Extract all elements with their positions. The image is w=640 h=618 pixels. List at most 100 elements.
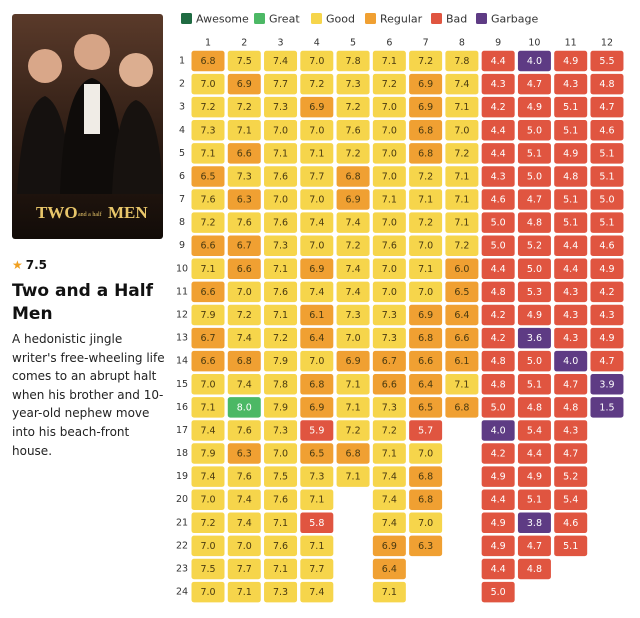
heat-cell — [336, 466, 370, 487]
cell-label: 4.2 — [491, 310, 506, 321]
cell-label: 7.2 — [382, 79, 397, 90]
heat-cell — [445, 235, 479, 256]
cell-label: 5.1 — [599, 218, 614, 229]
heat-cell — [445, 143, 479, 164]
cell-label: 7.0 — [273, 125, 288, 136]
cell-label: 7.0 — [382, 102, 397, 113]
cell-label: 5.1 — [563, 218, 578, 229]
cell-label: 4.4 — [527, 449, 542, 460]
cell-label: 7.4 — [309, 287, 324, 298]
legend-label: Awesome — [196, 13, 249, 26]
cell-label: 7.0 — [309, 241, 324, 252]
cell-label: 6.6 — [237, 148, 252, 159]
heat-cell — [372, 512, 406, 534]
cell-label: 7.1 — [346, 379, 361, 390]
legend-swatch — [181, 13, 192, 24]
heat-cell — [517, 120, 551, 141]
heat-cell — [300, 535, 334, 557]
cell-label: 7.0 — [418, 518, 433, 529]
cell-label: 7.1 — [200, 148, 215, 159]
cell-label: 4.8 — [527, 218, 542, 229]
cell-label: 4.3 — [491, 79, 506, 90]
cell-label: 6.8 — [418, 333, 433, 344]
cell-label: 4.8 — [527, 564, 542, 575]
heat-cell — [300, 512, 334, 534]
heat-cell — [481, 420, 515, 441]
heat-cell — [336, 235, 370, 256]
heat-cell — [554, 350, 588, 372]
show-description: A hedonistic jingle writer's free-wheeli… — [12, 332, 165, 458]
cell-label: 6.7 — [200, 333, 215, 344]
cell-label: 6.6 — [200, 241, 215, 252]
cell-label: 4.7 — [527, 195, 542, 206]
heat-cell — [372, 120, 406, 141]
cell-label: 6.9 — [309, 102, 324, 113]
cell-label: 7.0 — [200, 587, 215, 598]
heat-cell — [409, 512, 443, 534]
heat-cell — [336, 327, 370, 349]
heat-cell — [300, 397, 334, 418]
heat-cell — [481, 374, 515, 395]
episode-label: 22 — [176, 540, 188, 551]
cell-label: 7.4 — [382, 472, 397, 483]
heat-cell — [481, 281, 515, 303]
cell-label: 7.5 — [200, 564, 215, 575]
cell-label: 4.4 — [491, 148, 506, 159]
heat-cell — [227, 350, 261, 372]
episode-label: 1 — [179, 56, 185, 67]
heat-cell — [481, 535, 515, 557]
heat-cell — [517, 143, 551, 164]
cell-label: 7.1 — [309, 495, 324, 506]
legend-swatch — [365, 13, 376, 24]
heat-cell — [409, 120, 443, 141]
heat-cell — [227, 581, 261, 603]
season-label: 4 — [314, 38, 320, 49]
cell-label: 6.9 — [346, 195, 361, 206]
cell-label: 7.0 — [382, 287, 397, 298]
cell-label: 7.1 — [382, 587, 397, 598]
cell-label: 7.0 — [382, 148, 397, 159]
heat-cell — [554, 235, 588, 256]
episode-label: 5 — [179, 148, 185, 159]
heat-cell — [300, 443, 334, 464]
heat-cell — [590, 397, 624, 418]
cell-label: 7.9 — [273, 402, 288, 413]
cell-label: 5.1 — [563, 125, 578, 136]
heat-cell — [554, 512, 588, 534]
cell-label: 7.1 — [418, 195, 433, 206]
cell-label: 7.4 — [346, 264, 361, 275]
heat-cell — [191, 443, 225, 464]
cell-label: 7.6 — [382, 241, 397, 252]
cell-label: 4.3 — [563, 79, 578, 90]
heat-cell — [372, 258, 406, 280]
cell-label: 4.4 — [491, 264, 506, 275]
heat-cell — [554, 281, 588, 303]
heat-cell — [300, 96, 334, 118]
cell-label: 7.0 — [382, 171, 397, 182]
heat-cell — [517, 443, 551, 464]
cell-label: 6.8 — [346, 449, 361, 460]
heat-cell — [517, 558, 551, 580]
cell-label: 7.9 — [200, 310, 215, 321]
cell-label: 4.2 — [491, 333, 506, 344]
heat-cell — [264, 96, 298, 118]
heat-cell — [372, 374, 406, 395]
cell-label: 6.3 — [418, 541, 433, 552]
heat-cell — [517, 73, 551, 95]
cell-label: 6.9 — [237, 79, 252, 90]
heat-cell — [191, 327, 225, 349]
heat-cell — [590, 235, 624, 256]
heat-cell — [336, 212, 370, 233]
heat-cell — [227, 50, 261, 72]
cell-label: 7.4 — [237, 495, 252, 506]
heat-cell — [264, 258, 298, 280]
heat-cell — [590, 350, 624, 372]
cell-label: 7.2 — [418, 171, 433, 182]
cell-label: 7.0 — [273, 195, 288, 206]
legend-swatch — [476, 13, 487, 24]
cell-label: 4.4 — [491, 495, 506, 506]
cell-label: 7.3 — [273, 587, 288, 598]
heat-cell — [336, 166, 370, 187]
heat-cell — [300, 420, 334, 441]
cell-label: 7.6 — [273, 287, 288, 298]
